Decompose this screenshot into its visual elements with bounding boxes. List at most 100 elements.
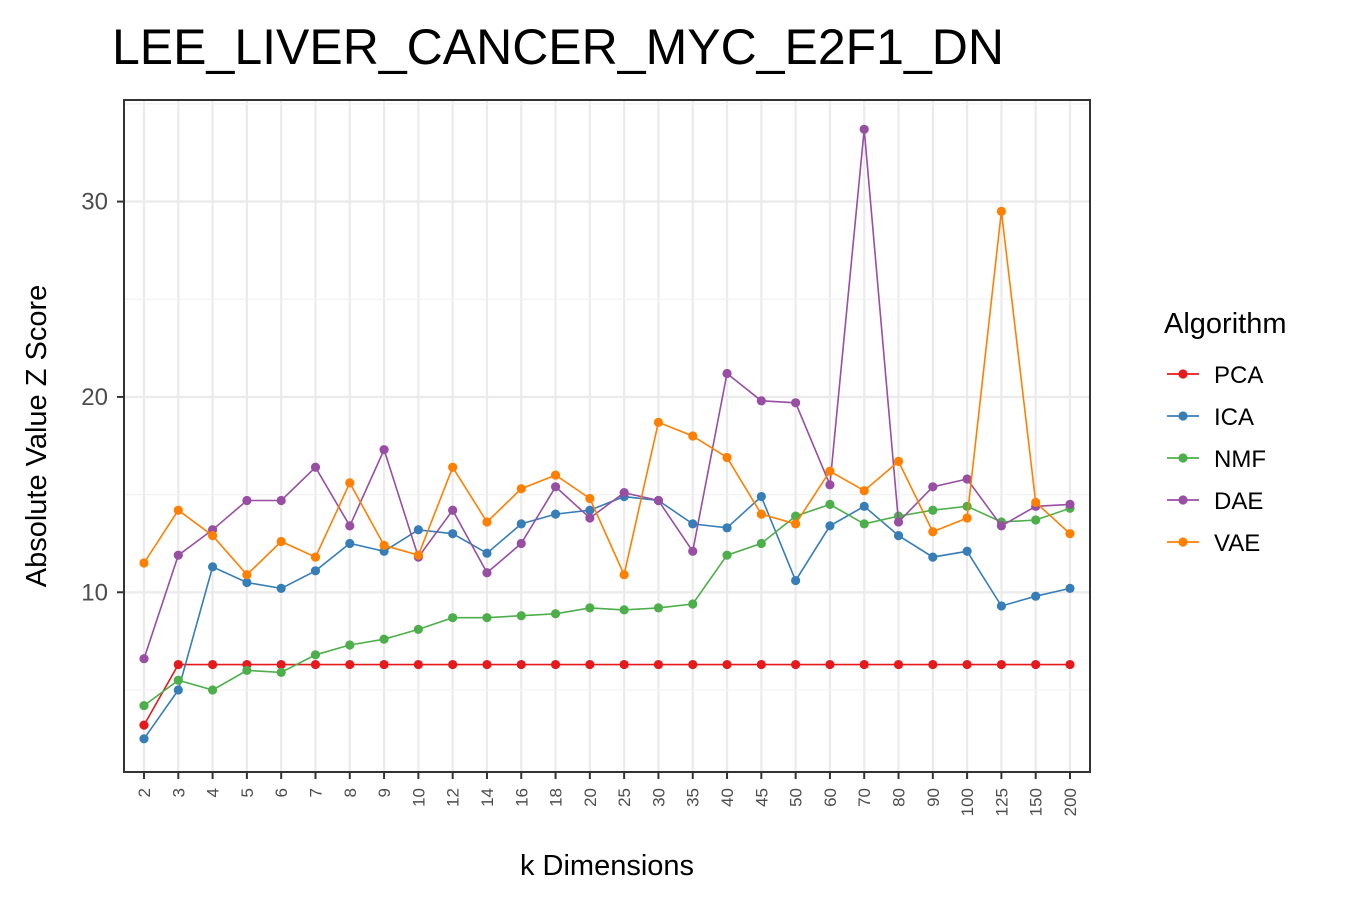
data-point-nmf — [276, 667, 286, 677]
data-point-dae — [310, 462, 321, 472]
data-point-ica — [688, 519, 698, 529]
data-point-vae — [550, 470, 561, 480]
data-point-dae — [825, 480, 835, 490]
data-point-pca — [516, 659, 526, 670]
x-tick-label: 50 — [787, 788, 806, 807]
data-point-nmf — [962, 501, 972, 511]
plot-panel — [123, 99, 1091, 773]
x-tick-label: 60 — [821, 788, 840, 807]
data-point-nmf — [207, 685, 218, 695]
data-point-pca — [893, 659, 904, 670]
y-tick-label: 20 — [81, 384, 108, 411]
data-point-nmf — [345, 640, 355, 650]
data-point-nmf — [516, 611, 526, 621]
data-point-nmf — [1031, 515, 1041, 525]
data-point-pca — [413, 659, 423, 670]
x-tick-label: 90 — [924, 788, 943, 807]
series-line-ica — [143, 495, 1071, 740]
data-point-pca — [139, 720, 149, 730]
data-point-dae — [756, 396, 766, 406]
data-point-vae — [688, 431, 698, 441]
data-point-ica — [345, 538, 355, 549]
data-point-pca — [791, 659, 801, 670]
data-point-nmf — [173, 675, 183, 685]
legend-item-ica: ICA — [1167, 404, 1254, 431]
series-line-pca — [143, 663, 1070, 726]
series-line-dae — [143, 129, 1071, 659]
x-tick-label: 125 — [992, 788, 1011, 816]
x-tick-label: 7 — [306, 788, 325, 797]
data-point-dae — [619, 488, 629, 498]
data-point-ica — [173, 685, 183, 695]
y-axis: 10 20 30 — [81, 189, 124, 606]
x-tick-label: 100 — [958, 788, 977, 816]
data-point-dae — [688, 546, 698, 556]
data-point-nmf — [482, 613, 492, 623]
data-point-ica — [550, 509, 561, 519]
legend-title: Algorithm — [1164, 308, 1287, 340]
x-tick-label: 18 — [547, 788, 566, 807]
y-tick-label: 10 — [81, 579, 108, 606]
data-point-dae — [1065, 499, 1075, 509]
legend-label-ica: ICA — [1214, 404, 1254, 431]
data-point-vae — [653, 417, 664, 427]
x-tick-label: 9 — [375, 788, 394, 797]
data-point-vae — [756, 509, 766, 519]
data-point-ica — [825, 521, 835, 531]
data-point-vae — [448, 462, 458, 472]
y-tick-label: 30 — [81, 189, 108, 216]
data-point-vae — [1031, 497, 1041, 508]
data-point-vae — [585, 493, 595, 504]
data-point-ica — [207, 562, 218, 572]
series-layer — [139, 124, 1075, 744]
data-point-nmf — [550, 609, 561, 619]
data-point-nmf — [859, 519, 869, 529]
x-tick-label: 80 — [890, 788, 909, 807]
data-point-ica — [1031, 591, 1041, 601]
data-point-nmf — [928, 505, 938, 515]
x-tick-label: 2 — [135, 788, 154, 797]
data-point-vae — [859, 486, 869, 496]
legend-item-nmf: NMF — [1167, 446, 1266, 473]
data-point-dae — [653, 495, 664, 506]
data-point-vae — [619, 570, 629, 580]
data-point-pca — [619, 659, 629, 670]
series-dae — [139, 124, 1075, 664]
legend-item-vae: VAE — [1167, 530, 1260, 557]
data-point-pca — [550, 659, 561, 670]
data-point-ica — [242, 577, 252, 588]
data-point-nmf — [310, 650, 321, 660]
data-point-dae — [345, 521, 355, 531]
legend-label-vae: VAE — [1214, 530, 1260, 557]
x-axis: 2 3 4 5 6 7 8 9 10 12 14 16 18 20 25 30 35 40 45 50 60 70 80 90… — [135, 772, 1080, 816]
data-point-vae — [242, 570, 252, 580]
data-point-ica — [791, 575, 801, 586]
data-point-nmf — [756, 538, 766, 549]
data-point-pca — [276, 659, 286, 670]
x-tick-label: 12 — [444, 788, 463, 807]
data-point-pca — [1031, 659, 1041, 670]
data-point-dae — [893, 517, 904, 527]
chart-title: LEE_LIVER_CANCER_MYC_E2F1_DN — [112, 19, 1004, 75]
data-point-vae — [516, 484, 526, 494]
data-point-pca — [859, 659, 869, 670]
x-tick-label: 4 — [204, 788, 223, 797]
data-point-nmf — [653, 603, 664, 613]
legend-key-vae — [1178, 537, 1188, 547]
data-point-vae — [962, 513, 972, 523]
data-point-pca — [207, 659, 218, 670]
data-point-dae — [448, 505, 458, 515]
data-point-vae — [722, 452, 732, 463]
x-tick-label: 70 — [855, 788, 874, 807]
data-point-ica — [276, 583, 286, 593]
data-point-dae — [173, 550, 183, 560]
data-point-ica — [516, 519, 526, 529]
data-point-nmf — [139, 700, 149, 711]
data-point-ica — [139, 734, 149, 744]
x-tick-label: 5 — [238, 788, 257, 797]
data-point-pca — [585, 659, 595, 670]
data-point-dae — [550, 482, 561, 492]
data-point-pca — [482, 659, 492, 670]
x-tick-label: 45 — [752, 788, 771, 807]
